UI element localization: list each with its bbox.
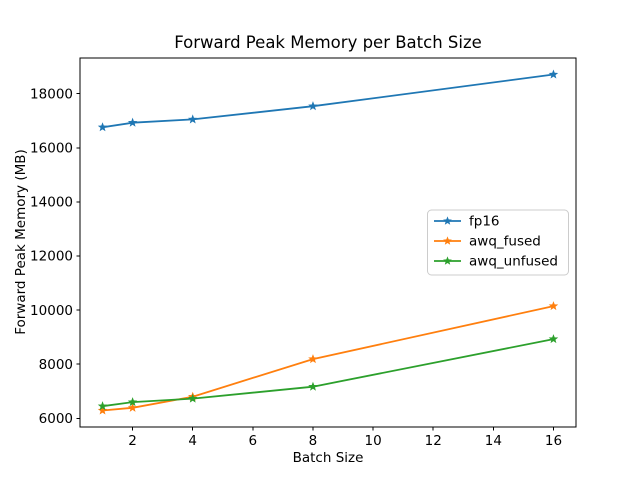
data-point-fp16 [187,114,198,124]
data-point-fp16 [97,122,108,132]
data-point-fp16 [127,117,138,127]
x-tick-label: 14 [485,433,502,449]
x-tick-label: 16 [545,433,562,449]
y-tick-label: 16000 [30,141,73,157]
data-point-awq_unfused [97,401,108,411]
x-tick-label: 4 [188,433,197,449]
legend-marker-awq_fused [443,236,452,245]
series-line-fp16 [101,73,555,129]
data-point-awq_unfused [187,393,198,403]
y-tick-label: 18000 [30,86,73,102]
data-point-awq_fused [127,402,138,412]
data-point-awq_fused [97,405,108,415]
y-tick-label: 12000 [30,249,73,265]
x-tick-label: 6 [249,433,258,449]
y-tick-label: 14000 [30,195,73,211]
y-tick-label: 10000 [30,303,73,319]
axes-spines [79,57,577,428]
data-point-awq_unfused [308,381,318,391]
x-tick-label: 12 [425,433,442,449]
data-point-fp16 [308,101,318,111]
y-tick-label: 8000 [39,357,73,373]
legend-label-awq_unfused: awq_unfused [469,254,558,270]
x-tick-label: 8 [309,433,318,449]
x-axis-label: Batch Size [292,450,364,466]
y-tick-label: 6000 [39,411,73,427]
chart-title: Forward Peak Memory per Batch Size [174,33,482,52]
data-point-awq_unfused [548,334,559,344]
legend-label-fp16: fp16 [469,214,500,230]
legend-marker-fp16 [443,216,452,225]
data-point-awq_fused [308,354,318,364]
series-line-awq_unfused [101,338,555,408]
data-point-awq_fused [548,301,559,311]
legend-box [427,209,569,276]
x-tick-label: 2 [128,433,137,449]
legend-label-awq_fused: awq_fused [469,234,541,250]
legend-marker-awq_unfused [443,256,452,265]
series-line-awq_fused [101,305,555,412]
data-point-fp16 [548,69,559,79]
data-point-awq_unfused [127,397,138,407]
x-tick-label: 10 [364,433,381,449]
